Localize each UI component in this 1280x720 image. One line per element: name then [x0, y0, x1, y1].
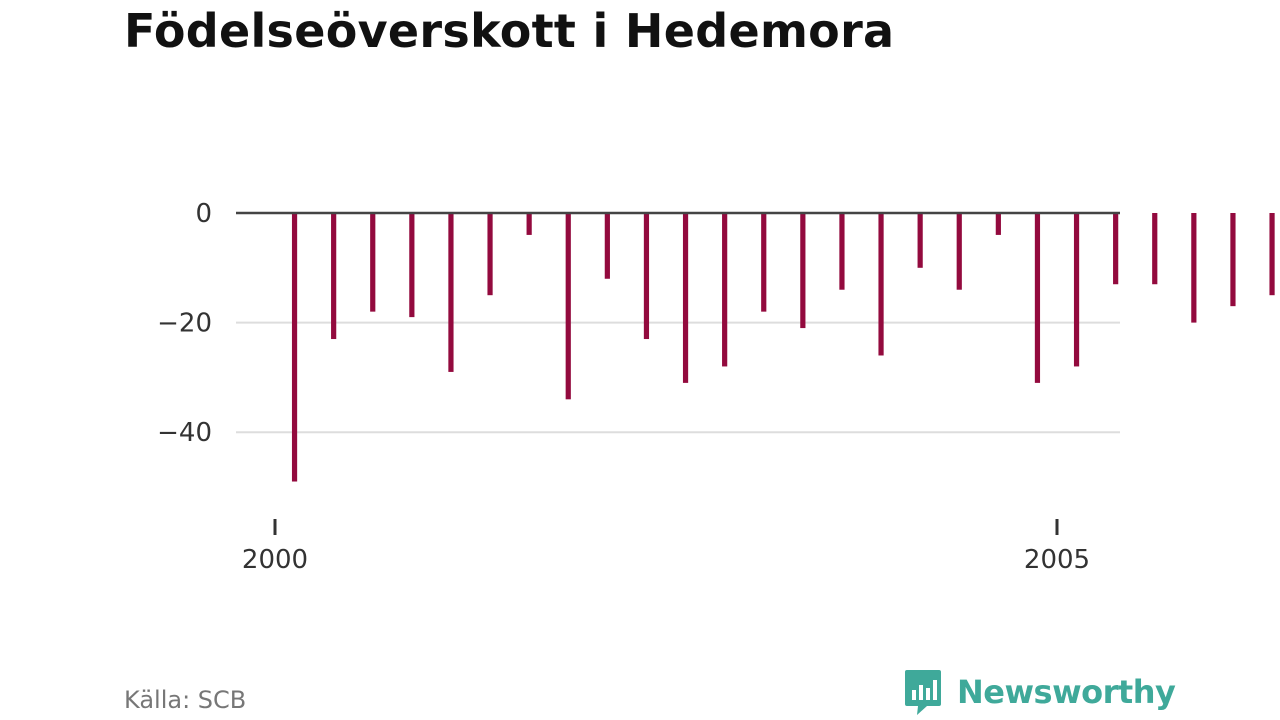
x-tick-label: 2005 — [1024, 545, 1090, 575]
bar — [682, 213, 689, 383]
bar — [370, 213, 376, 312]
bar — [800, 213, 806, 329]
bar — [917, 213, 923, 268]
bar — [1113, 213, 1119, 285]
y-tick-label: −20 — [157, 309, 212, 339]
bar — [565, 213, 571, 400]
bar — [331, 213, 337, 340]
bar — [839, 213, 845, 290]
y-tick-label: −40 — [157, 418, 212, 448]
bar — [1152, 213, 1158, 285]
bar — [643, 213, 650, 340]
bar — [604, 213, 610, 279]
brand-name: Newsworthy — [957, 673, 1176, 711]
chart-title: Födelseöverskott i Hedemora — [124, 4, 895, 58]
bar — [487, 213, 493, 296]
bar — [995, 213, 1001, 235]
brand-logo: Newsworthy — [903, 668, 1176, 716]
y-axis-ticks: 0 −20 −40 — [157, 199, 212, 448]
bar — [1269, 213, 1275, 296]
bars — [291, 213, 1275, 482]
bar — [878, 213, 884, 356]
bar — [761, 213, 767, 312]
bar — [1191, 213, 1197, 323]
y-tick-label: 0 — [195, 199, 212, 229]
bar — [956, 213, 962, 290]
bar — [1034, 213, 1041, 383]
bar — [291, 213, 298, 482]
newsworthy-logo-icon — [905, 670, 941, 715]
source-label: Källa: SCB — [124, 686, 247, 714]
bar — [409, 213, 415, 318]
x-tick-label: 2000 — [242, 545, 308, 575]
bar — [722, 213, 728, 367]
bar — [448, 213, 454, 372]
bar — [526, 213, 532, 235]
bar — [1230, 213, 1236, 307]
gridlines — [236, 321, 1120, 434]
bar — [1073, 213, 1080, 367]
x-axis-ticks: 200020052010201520202025 — [242, 519, 1090, 575]
